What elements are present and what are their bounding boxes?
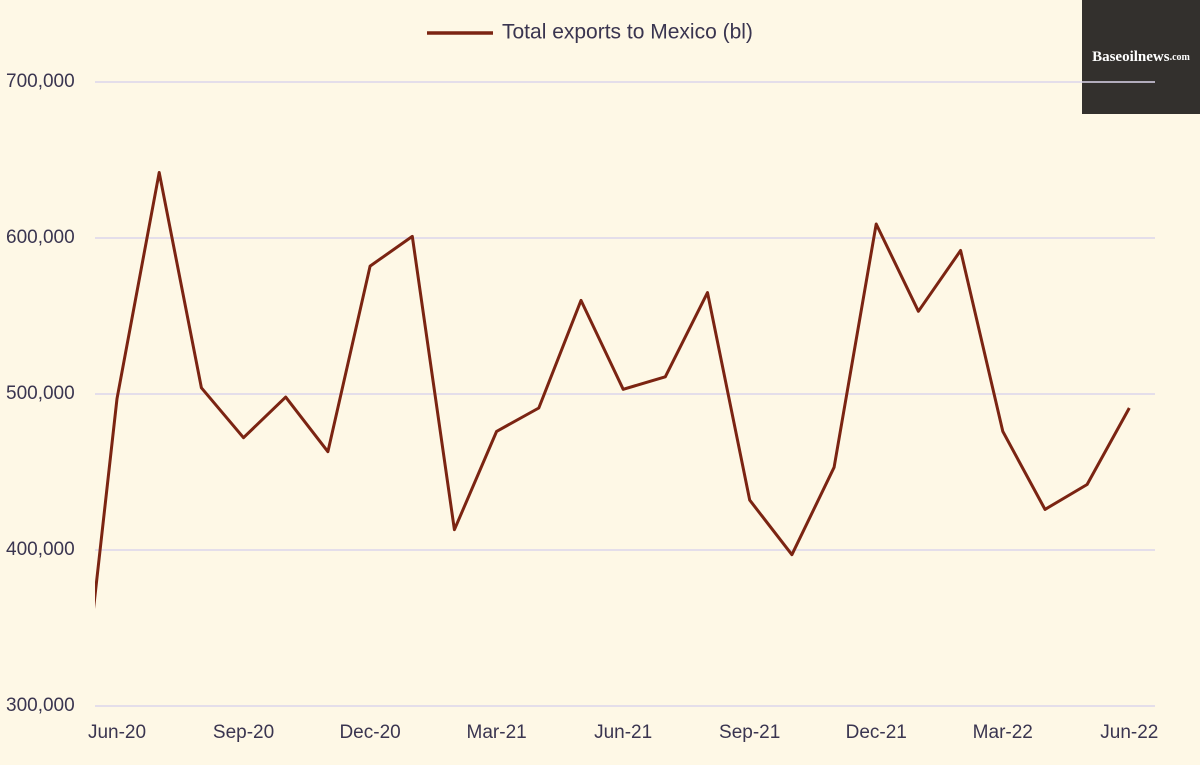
labels: 300,000 400,000 500,000 600,000 700,000 Jun-2… [6, 21, 1158, 743]
plot [95, 171, 1131, 610]
x-tick-label: Jun-21 [594, 722, 652, 743]
x-tick-label: Dec-21 [846, 722, 907, 743]
logo: Baseoilnews.com [1092, 49, 1190, 65]
y-tick-label: 500,000 [6, 383, 75, 404]
grid [95, 81, 1155, 707]
y-tick-label: 700,000 [6, 71, 75, 92]
x-tick-label: Mar-22 [973, 722, 1033, 743]
x-tick-label: Sep-21 [719, 722, 780, 743]
legend-label: Total exports to Mexico (bl) [502, 21, 753, 44]
x-tick-label: Jun-20 [88, 722, 146, 743]
x-tick-label: Sep-20 [213, 722, 274, 743]
x-tick-label: Mar-21 [467, 722, 527, 743]
y-tick-label: 300,000 [6, 695, 75, 716]
logo-suffix: .com [1170, 52, 1191, 63]
y-tick-label: 400,000 [6, 539, 75, 560]
y-tick-label: 600,000 [6, 227, 75, 248]
x-tick-label: Jun-22 [1100, 722, 1158, 743]
x-tick-label: Dec-20 [339, 722, 400, 743]
data-line [95, 171, 1131, 610]
logo-main: Baseoilnews [1092, 49, 1170, 65]
logo-box [1082, 0, 1200, 114]
